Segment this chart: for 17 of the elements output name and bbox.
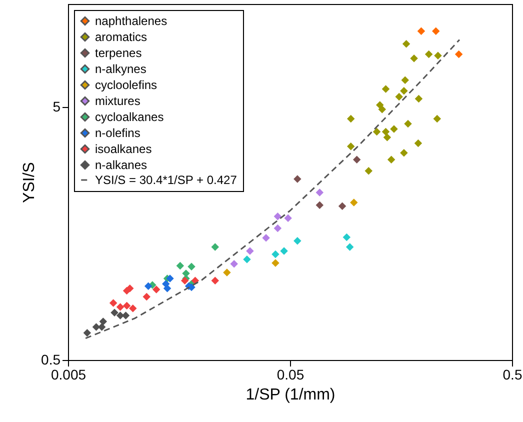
x-tick-label: 0.005: [50, 366, 86, 382]
legend-label: cycloolefins: [95, 78, 158, 92]
legend-label: YSI/S = 30.4*1/SP + 0.427: [95, 173, 238, 187]
y-axis-title: YSI/S: [21, 162, 38, 203]
y-tick-label: 5: [52, 98, 61, 115]
legend-label: n-alkanes: [95, 158, 148, 172]
legend-label: n-alkynes: [95, 62, 146, 76]
legend-label: naphthalenes: [95, 14, 168, 28]
legend-label: isoalkanes: [95, 142, 152, 156]
legend-label: n-olefins: [95, 126, 140, 140]
legend-label: cycloalkanes: [95, 110, 164, 124]
x-tick-label: 0.5: [502, 366, 522, 382]
legend-label: terpenes: [95, 46, 142, 60]
x-axis-title: 1/SP (1/mm): [246, 386, 336, 404]
legend-label: aromatics: [95, 30, 148, 44]
legend-label: mixtures: [95, 94, 140, 108]
x-tick-label: 0.05: [276, 366, 304, 382]
